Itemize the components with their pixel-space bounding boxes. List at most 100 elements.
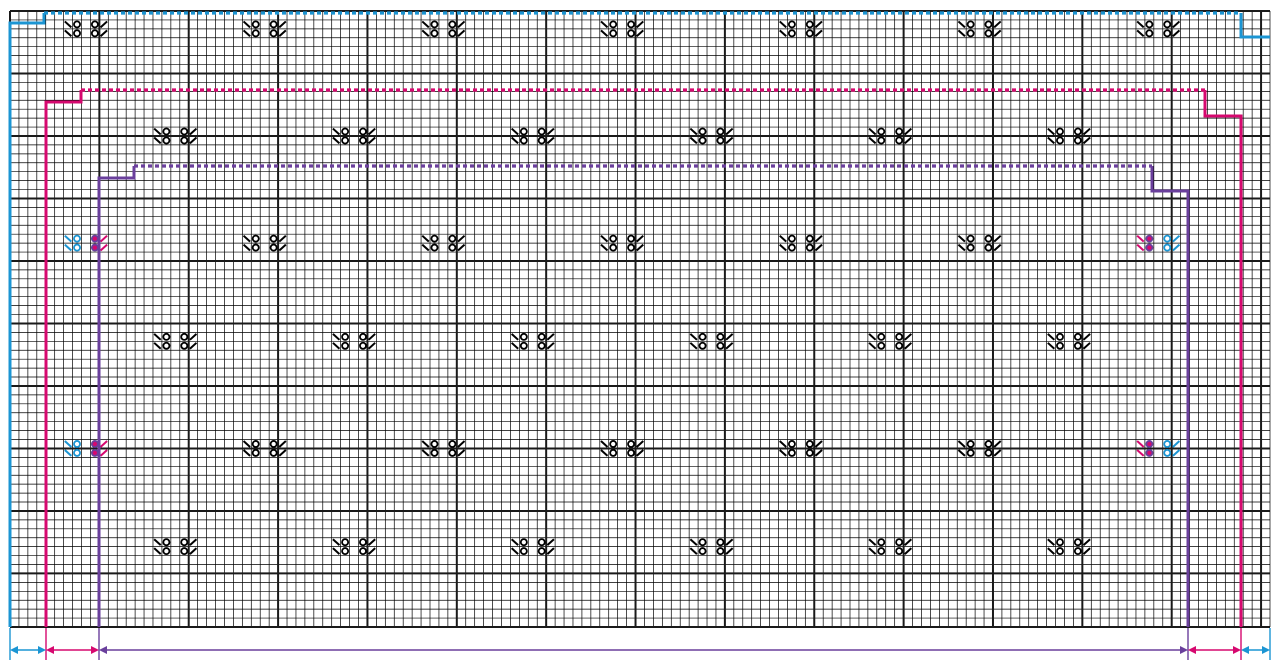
yarn-over-symbol	[162, 136, 171, 145]
yarn-over-symbol	[251, 20, 260, 29]
yarn-over-symbol	[519, 547, 528, 556]
decrease-right-symbol	[278, 243, 287, 252]
decrease-left-symbol	[868, 547, 877, 555]
yarn-over-symbol	[180, 547, 189, 556]
yarn-over-symbol	[73, 234, 81, 243]
decrease-left-symbol	[1136, 449, 1145, 457]
decrease-left-symbol	[1136, 20, 1145, 29]
yarn-over-symbol	[1073, 127, 1082, 136]
yarn-over-symbol	[609, 448, 618, 457]
decrease-left-symbol	[153, 547, 162, 555]
width-arrows	[9, 628, 1271, 660]
arrow-large-span-head-left	[99, 646, 107, 654]
decrease-right-symbol	[904, 127, 913, 136]
yarn-over-symbol	[984, 448, 993, 457]
decrease-right-symbol	[278, 20, 287, 29]
decrease-right-symbol	[278, 449, 287, 457]
decrease-right-symbol	[367, 538, 376, 546]
yarn-over-symbol	[895, 341, 904, 350]
decrease-left-symbol	[242, 29, 251, 38]
yarn-over-symbol	[627, 243, 636, 252]
yarn-over-symbol	[519, 538, 528, 547]
yarn-over-symbol	[966, 29, 975, 38]
decrease-right-symbol	[904, 136, 913, 145]
yarn-over-symbol	[698, 136, 707, 145]
decrease-right-symbol	[367, 127, 376, 136]
decrease-right-symbol	[725, 538, 734, 546]
yarn-over-symbol	[251, 234, 260, 243]
yarn-over-symbol	[519, 341, 528, 350]
decrease-left-symbol	[242, 234, 251, 243]
decrease-right-symbol	[546, 127, 555, 136]
yarn-over-symbol	[1056, 538, 1064, 547]
yarn-over-symbol	[787, 29, 796, 38]
decrease-right-symbol	[367, 547, 376, 555]
yarn-over-symbol	[1073, 341, 1082, 350]
yarn-over-symbol	[609, 440, 618, 448]
yarn-over-symbol	[90, 29, 99, 38]
yarn-over-symbol	[269, 440, 278, 448]
yarn-over-symbol	[359, 341, 367, 350]
yarn-over-symbol	[269, 20, 278, 29]
yarn-over-symbol	[698, 341, 707, 350]
yarn-over-symbol	[73, 440, 81, 448]
decrease-left-symbol	[153, 342, 162, 350]
decrease-left-symbol	[64, 29, 73, 38]
yarn-over-symbol	[627, 29, 636, 38]
decrease-left-symbol	[868, 342, 877, 350]
decrease-left-symbol	[689, 342, 698, 350]
yarn-over-symbol	[269, 243, 278, 252]
yarn-over-symbol	[448, 243, 457, 252]
yarn-over-symbol	[430, 29, 439, 38]
decrease-right-symbol	[546, 547, 555, 555]
yarn-over-symbol	[537, 136, 546, 145]
decrease-right-symbol	[814, 20, 823, 29]
decrease-right-symbol	[725, 136, 734, 145]
arrow-small-left-head-right	[38, 646, 46, 654]
decrease-left-symbol	[332, 333, 341, 341]
yarn-over-symbol	[805, 448, 814, 457]
yarn-over-symbol	[448, 440, 457, 448]
yarn-over-symbol	[341, 547, 350, 556]
yarn-over-symbol	[1056, 547, 1064, 556]
decrease-right-symbol	[189, 136, 198, 145]
yarn-over-symbol	[1145, 234, 1154, 243]
yarn-over-symbol	[787, 243, 796, 252]
decrease-left-symbol	[510, 127, 519, 136]
decrease-left-symbol	[1136, 234, 1145, 243]
decrease-left-symbol	[510, 136, 519, 145]
yarn-over-symbol	[984, 243, 993, 252]
arrow-small-right-head-right	[1262, 646, 1270, 654]
yarn-over-symbol	[716, 538, 725, 547]
decrease-left-symbol	[1047, 342, 1056, 350]
yarn-over-symbol	[537, 538, 546, 547]
yarn-over-symbol	[877, 136, 886, 145]
yarn-over-symbol	[1145, 29, 1154, 38]
yarn-over-symbol	[1056, 341, 1064, 350]
decrease-right-symbol	[457, 234, 466, 243]
yarn-over-symbol	[787, 234, 796, 243]
yarn-over-symbol	[984, 20, 993, 29]
decrease-right-symbol	[1082, 342, 1091, 350]
yarn-over-symbol	[1163, 448, 1172, 457]
decrease-right-symbol	[1082, 538, 1091, 546]
yarn-over-symbol	[162, 538, 171, 547]
yarn-over-symbol	[1163, 234, 1172, 243]
decrease-left-symbol	[779, 440, 787, 448]
yarn-over-symbol	[430, 234, 439, 243]
decrease-left-symbol	[957, 243, 966, 252]
decrease-left-symbol	[64, 440, 73, 448]
decrease-right-symbol	[1172, 449, 1181, 457]
yarn-over-symbol	[269, 448, 278, 457]
decrease-left-symbol	[689, 333, 698, 341]
yarn-over-symbol	[90, 20, 99, 29]
decrease-left-symbol	[689, 127, 698, 136]
outline-large-right	[1150, 166, 1190, 627]
decrease-right-symbol	[189, 127, 198, 136]
decrease-right-symbol	[725, 127, 734, 136]
yarn-over-symbol	[877, 341, 886, 350]
decrease-left-symbol	[1136, 243, 1145, 252]
yarn-over-symbol	[537, 547, 546, 556]
yarn-over-symbol	[251, 448, 260, 457]
yarn-over-symbol	[73, 243, 81, 252]
